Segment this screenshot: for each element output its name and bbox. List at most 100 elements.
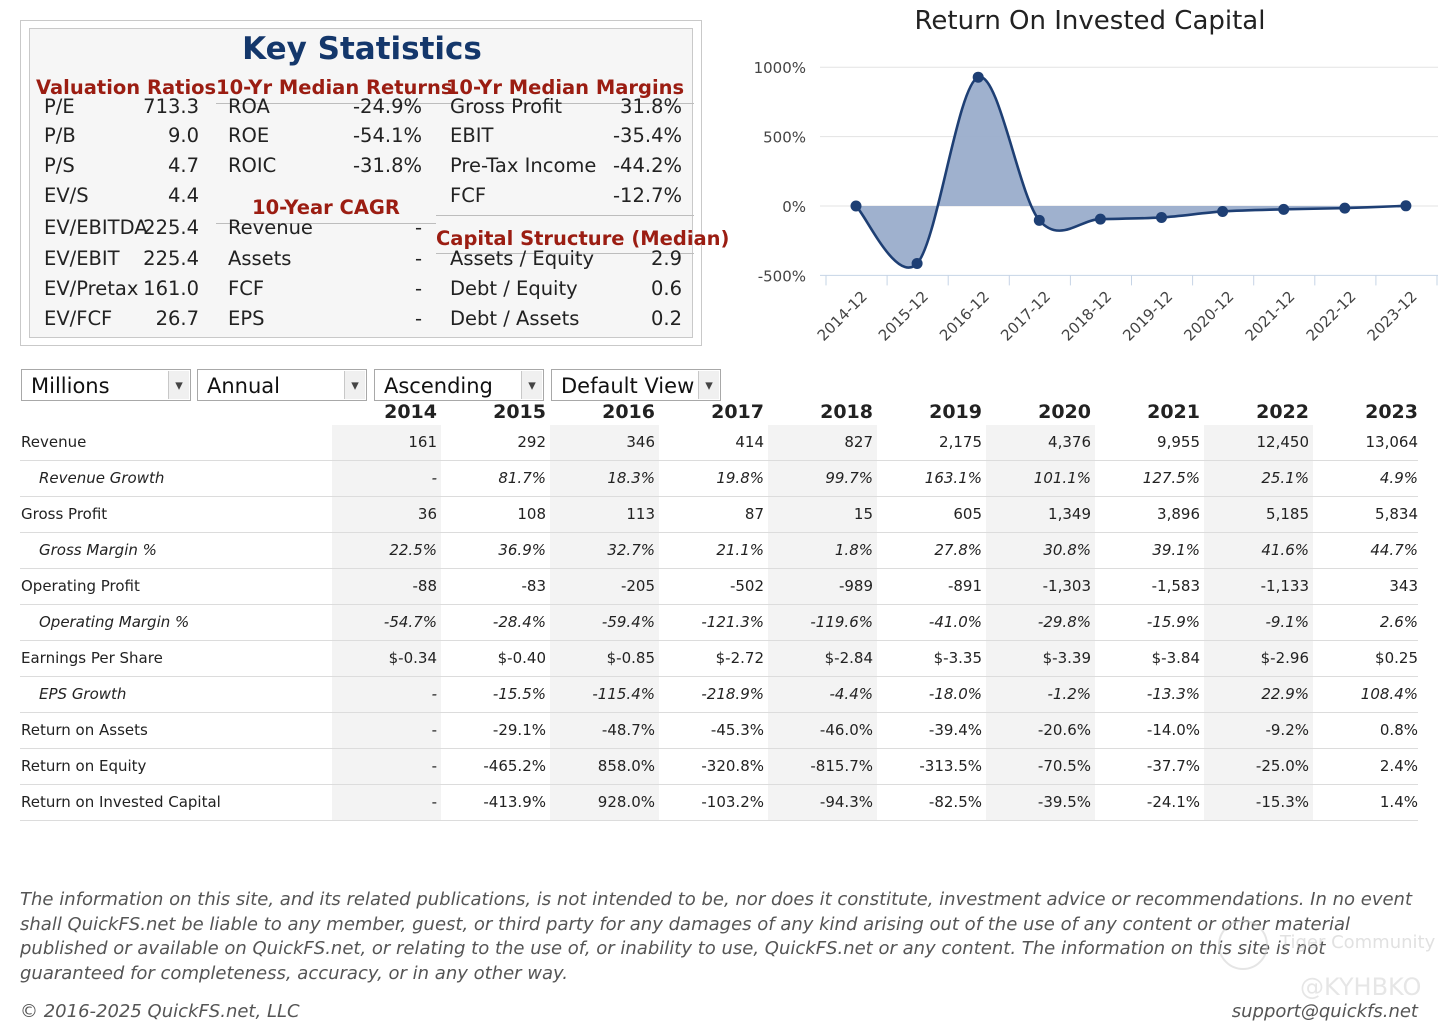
row-label: Gross Profit bbox=[21, 505, 108, 523]
table-cell: -88 bbox=[332, 569, 441, 604]
table-cell: -4.4% bbox=[768, 677, 877, 712]
stat-label: Debt / Equity bbox=[450, 277, 578, 300]
units-select[interactable]: Millions ▾ bbox=[21, 369, 191, 401]
stat-value: 4.7 bbox=[167, 154, 199, 177]
table-cell: -1,133 bbox=[1204, 569, 1313, 604]
stat-label: P/E bbox=[44, 95, 75, 118]
table-cell: $-3.84 bbox=[1151, 649, 1200, 667]
table-cell: 343 bbox=[1389, 577, 1418, 595]
table-cell: -218.9% bbox=[701, 685, 764, 703]
period-select[interactable]: Annual ▾ bbox=[197, 369, 367, 401]
capital-divider-bottom bbox=[436, 253, 694, 254]
table-cell: 163.1% bbox=[924, 469, 982, 487]
table-row: Gross Margin % 22.5% 36.9% 32.7% 21.1% 1.8% 27… bbox=[20, 533, 1418, 569]
series-area bbox=[856, 76, 1406, 268]
x-tick-label: 2015-12 bbox=[875, 288, 932, 345]
table-cell: -15.9% bbox=[1146, 613, 1200, 631]
table-cell: 414 bbox=[735, 433, 764, 451]
table-cell: -1.2% bbox=[986, 677, 1095, 712]
table-cell: -45.3% bbox=[710, 721, 764, 739]
table-cell: -83 bbox=[521, 577, 547, 595]
watermark-handle: @KYHBKO bbox=[1300, 973, 1422, 1001]
row-label: EPS Growth bbox=[39, 685, 127, 703]
table-cell: 39.1% bbox=[1152, 541, 1200, 559]
table-cell: 605 bbox=[953, 505, 982, 523]
table-cell: 81.7% bbox=[498, 469, 546, 487]
stat-label: Assets / Equity bbox=[450, 247, 595, 270]
stat-value: - bbox=[414, 247, 422, 270]
stat-label: Pre-Tax Income bbox=[450, 154, 597, 177]
roic-chart: 1000%500%0%-500%2014-12 2015-12 2016-12 201… bbox=[754, 59, 1438, 345]
table-cell: $-0.40 bbox=[497, 649, 546, 667]
table-cell: -313.5% bbox=[919, 757, 982, 775]
row-label: Return on Equity bbox=[21, 757, 147, 775]
table-cell: -1,583 bbox=[1151, 577, 1200, 595]
valuation-ratios-heading: Valuation Ratios bbox=[36, 76, 217, 99]
table-cell: -54.7% bbox=[332, 605, 441, 640]
cagr-heading: 10-Year CAGR bbox=[252, 196, 400, 219]
table-cell: $-3.39 bbox=[986, 641, 1095, 676]
row-label: Revenue Growth bbox=[39, 469, 165, 487]
year-header: 2018 bbox=[820, 401, 873, 423]
stat-value: 26.7 bbox=[155, 307, 199, 330]
table-cell: -119.6% bbox=[768, 605, 877, 640]
table-row: Return on Equity - -465.2% 858.0% -320.8% -81… bbox=[20, 749, 1418, 785]
table-cell: 19.8% bbox=[716, 469, 764, 487]
table-row: EPS Growth - -15.5% -115.4% -218.9% -4.4% -18.… bbox=[20, 677, 1418, 713]
watermark-brand: Tiger Community bbox=[1280, 932, 1436, 953]
table-row: Operating Profit -88 -83 -205 -502 -989 -891 -1… bbox=[20, 569, 1418, 605]
stat-value: 225.4 bbox=[143, 216, 199, 239]
y-tick-label: 500% bbox=[763, 129, 806, 147]
support-email-link[interactable]: support@quickfs.net bbox=[1231, 1001, 1418, 1022]
table-cell: 5,185 bbox=[1204, 497, 1313, 532]
table-cell: -121.3% bbox=[701, 613, 764, 631]
row-label: Operating Margin % bbox=[39, 613, 190, 631]
year-header: 2022 bbox=[1256, 401, 1309, 423]
table-cell: 101.1% bbox=[986, 461, 1095, 496]
order-select[interactable]: Ascending ▾ bbox=[374, 369, 544, 401]
stat-label: EV/S bbox=[44, 184, 89, 207]
y-tick-label: 0% bbox=[782, 198, 806, 216]
units-select-value: Millions bbox=[31, 374, 110, 398]
table-cell: 2.4% bbox=[1379, 757, 1418, 775]
table-cell: -39.4% bbox=[928, 721, 982, 739]
chevron-down-icon: ▾ bbox=[698, 371, 719, 399]
row-label: Return on Assets bbox=[21, 721, 148, 739]
table-cell: -14.0% bbox=[1146, 721, 1200, 739]
table-cell: -989 bbox=[768, 569, 877, 604]
table-cell: -15.3% bbox=[1204, 785, 1313, 820]
stat-label: P/S bbox=[44, 154, 75, 177]
table-row: Return on Assets - -29.1% -48.7% -45.3% -46.0… bbox=[20, 713, 1418, 749]
table-cell: 1,349 bbox=[986, 497, 1095, 532]
table-cell: 827 bbox=[768, 425, 877, 460]
stat-value: -35.4% bbox=[613, 124, 682, 147]
table-cell: 36 bbox=[332, 497, 441, 532]
table-cell: $-2.72 bbox=[715, 649, 764, 667]
key-statistics-inner: Key Statistics Valuation Ratios 10-Yr Me… bbox=[29, 28, 729, 338]
table-cell: 1.8% bbox=[768, 533, 877, 568]
table-cell: - bbox=[332, 461, 441, 496]
chevron-down-icon: ▾ bbox=[168, 371, 189, 399]
data-point bbox=[850, 200, 862, 212]
table-cell: -465.2% bbox=[483, 757, 546, 775]
x-tick-label: 2018-12 bbox=[1058, 288, 1115, 345]
table-cell: - bbox=[332, 677, 441, 712]
table-cell: -59.4% bbox=[550, 605, 659, 640]
table-cell: 27.8% bbox=[934, 541, 982, 559]
view-select[interactable]: Default View ▾ bbox=[551, 369, 721, 401]
watermark: Tiger Community @KYHBKO bbox=[1218, 915, 1448, 1025]
table-row: Gross Profit 36 108 113 87 15 605 1,349 3,896 5,1… bbox=[20, 497, 1418, 533]
data-point bbox=[1094, 213, 1106, 225]
table-cell: 22.9% bbox=[1204, 677, 1313, 712]
year-header: 2021 bbox=[1147, 401, 1200, 423]
year-header: 2020 bbox=[1038, 401, 1091, 423]
table-cell: 22.5% bbox=[332, 533, 441, 568]
table-cell: 4.9% bbox=[1379, 469, 1418, 487]
table-cell: 36.9% bbox=[498, 541, 546, 559]
table-cell: -320.8% bbox=[701, 757, 764, 775]
copyright-text: © 2016-2025 QuickFS.net, LLC bbox=[20, 1001, 300, 1022]
x-tick-label: 2023-12 bbox=[1364, 288, 1421, 345]
row-label: Operating Profit bbox=[21, 577, 140, 595]
stat-label: P/B bbox=[44, 124, 76, 147]
stat-value: -24.9% bbox=[353, 95, 422, 118]
